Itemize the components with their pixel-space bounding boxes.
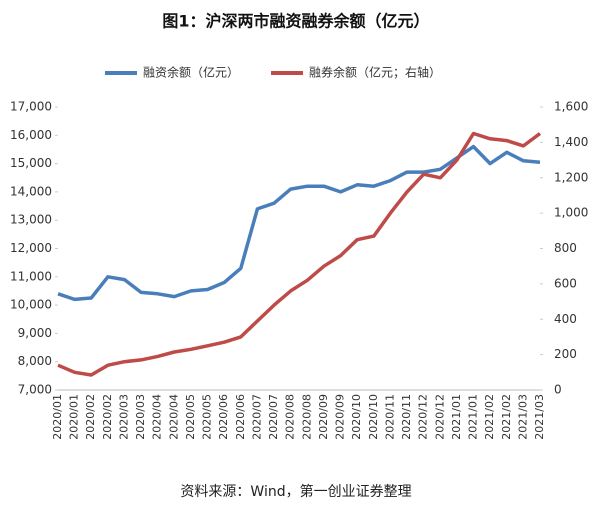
x-tick-label: 2020/03 (134, 394, 147, 440)
x-tick-label: 2020/08 (300, 394, 313, 440)
legend-label: 融资余额（亿元） (143, 65, 239, 80)
y-tick-label: 15,000 (10, 156, 52, 170)
legend-label: 融券余额（亿元；右轴） (309, 65, 441, 80)
y-tick-label: 7,000 (18, 383, 52, 397)
y2-tick-label: 400 (554, 312, 577, 326)
x-tick-label: 2020/11 (383, 394, 396, 440)
x-tick-label: 2020/01 (51, 394, 64, 440)
y2-tick-label: 1,000 (554, 206, 588, 220)
x-tick-label: 2020/01 (68, 394, 81, 440)
x-tick-label: 2020/02 (101, 394, 114, 440)
y-tick-label: 9,000 (18, 326, 52, 340)
x-tick-label: 2020/10 (350, 394, 363, 440)
x-tick-label: 2020/07 (250, 394, 263, 440)
y2-tick-label: 1,200 (554, 170, 588, 184)
chart-title: 图1：沪深两市融资融券余额（亿元） (162, 12, 429, 31)
y-tick-label: 11,000 (10, 269, 52, 283)
x-tick-label: 2020/10 (367, 394, 380, 440)
x-tick-label: 2020/07 (267, 394, 280, 440)
x-tick-label: 2020/09 (317, 394, 330, 440)
y2-tick-label: 0 (554, 383, 562, 397)
x-tick-label: 2020/09 (334, 394, 347, 440)
x-tick-label: 2020/11 (400, 394, 413, 440)
x-tick-label: 2021/01 (450, 394, 463, 440)
y2-tick-label: 1,600 (554, 100, 588, 114)
x-tick-label: 2020/03 (117, 394, 130, 440)
x-tick-label: 2021/03 (516, 394, 529, 440)
source-note: 资料来源：Wind，第一创业证券整理 (180, 483, 411, 500)
y2-tick-label: 800 (554, 241, 577, 255)
y-tick-label: 17,000 (10, 100, 52, 114)
x-tick-label: 2020/05 (201, 394, 214, 440)
x-tick-label: 2021/02 (483, 394, 496, 440)
y-tick-label: 13,000 (10, 213, 52, 227)
x-tick-label: 2020/06 (217, 394, 230, 440)
x-tick-label: 2020/04 (151, 394, 164, 440)
x-tick-label: 2020/12 (433, 394, 446, 440)
x-tick-label: 2021/02 (500, 394, 513, 440)
x-tick-label: 2021/01 (467, 394, 480, 440)
series-line (57, 144, 541, 302)
y-tick-label: 10,000 (10, 298, 52, 312)
y2-tick-label: 600 (554, 276, 577, 290)
x-tick-label: 2020/04 (167, 394, 180, 440)
y-tick-label: 12,000 (10, 241, 52, 255)
y2-tick-label: 200 (554, 347, 577, 361)
series-line (57, 131, 542, 377)
y-tick-label: 14,000 (10, 184, 52, 198)
y-tick-label: 16,000 (10, 128, 52, 142)
x-tick-label: 2020/05 (184, 394, 197, 440)
x-tick-label: 2020/12 (417, 394, 430, 440)
y-tick-label: 8,000 (18, 354, 52, 368)
x-tick-label: 2021/03 (533, 394, 546, 440)
x-tick-label: 2020/08 (284, 394, 297, 440)
x-tick-label: 2020/06 (234, 394, 247, 440)
x-tick-label: 2020/02 (84, 394, 97, 440)
y2-tick-label: 1,400 (554, 135, 588, 149)
